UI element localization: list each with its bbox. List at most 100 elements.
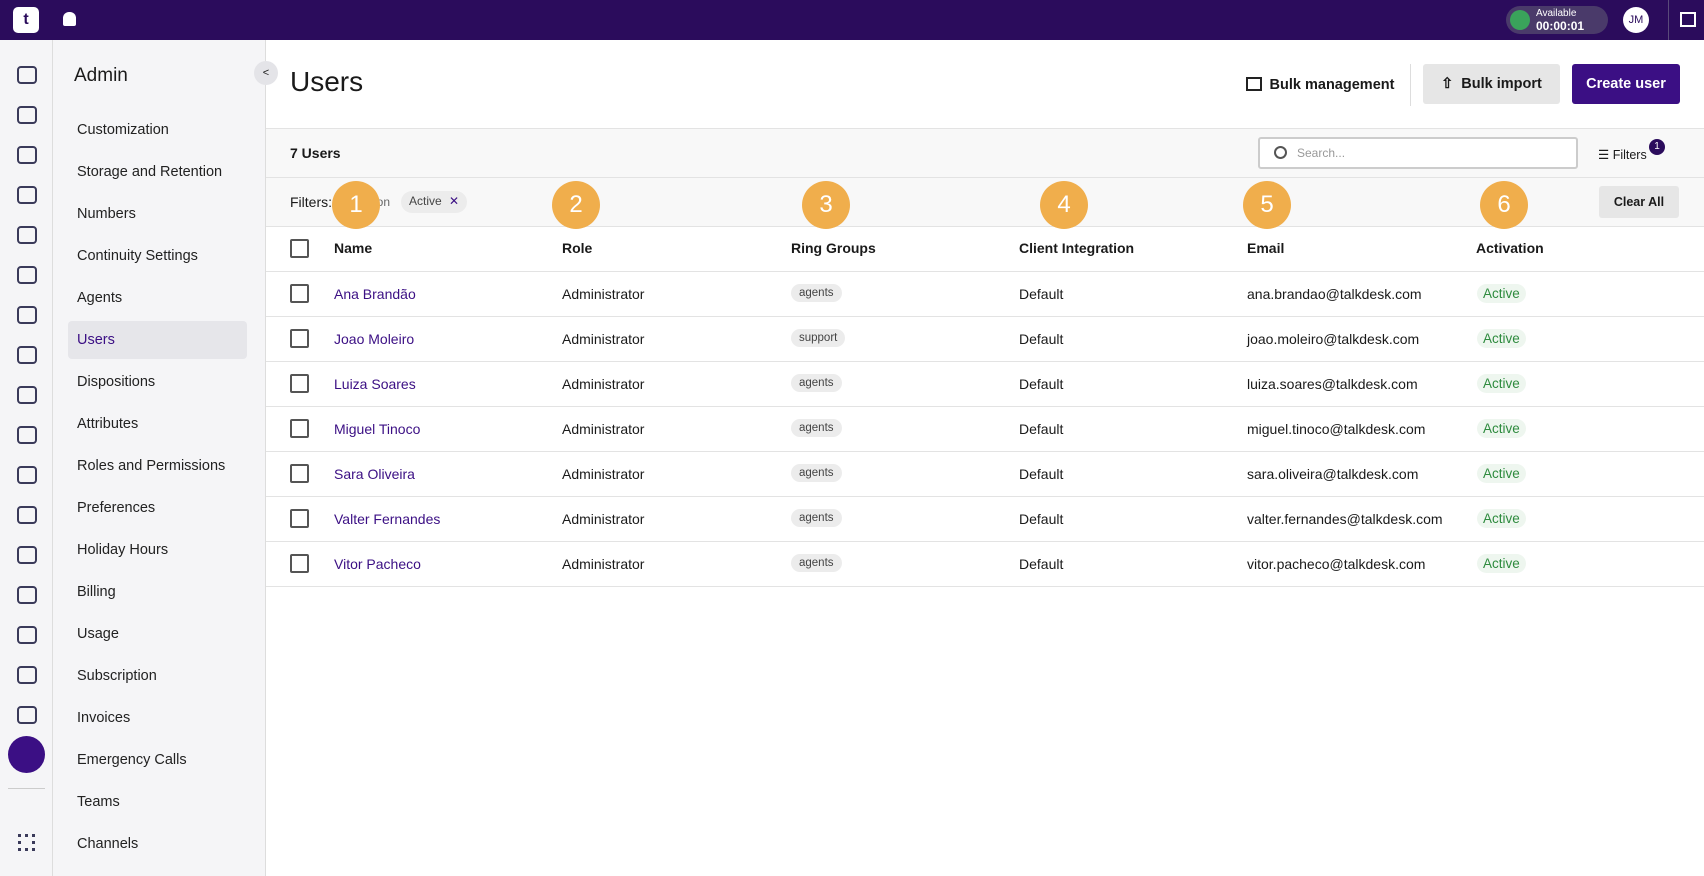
ring-group: agents [791, 284, 842, 302]
sidebar-item[interactable]: Usage [77, 626, 119, 642]
column-header[interactable]: Client Integration [1019, 240, 1135, 256]
nav-icon[interactable] [17, 186, 37, 204]
cell: sara.oliveira@talkdesk.com [1247, 466, 1419, 482]
filters-badge: 1 [1649, 139, 1665, 155]
clear-all[interactable]: Clear All [1599, 186, 1679, 218]
avatar[interactable]: JM [1623, 7, 1649, 33]
row-divider [266, 541, 1704, 542]
cell: Administrator [562, 376, 645, 392]
row-checkbox[interactable] [290, 509, 309, 528]
nav-icon[interactable] [17, 266, 37, 284]
label: Active [409, 194, 442, 208]
ring-group: agents [791, 419, 842, 437]
marker: 3 [802, 181, 850, 229]
sidebar-item[interactable]: Emergency Calls [77, 752, 187, 768]
label: Bulk import [1461, 76, 1542, 92]
sidebar-item[interactable]: Invoices [77, 710, 131, 726]
panel-toggle[interactable] [1680, 12, 1696, 27]
label: Bulk management [1269, 77, 1395, 93]
nav-icon[interactable] [17, 426, 37, 444]
ring-group: agents [791, 509, 842, 527]
select-all[interactable] [290, 239, 309, 258]
cell: Default [1019, 466, 1064, 482]
cell: miguel.tinoco@talkdesk.com [1247, 421, 1426, 437]
sidebar-item[interactable]: Users [68, 321, 247, 359]
sidebar-item[interactable]: Teams [77, 794, 120, 810]
filter-chip[interactable]: Active ✕ [401, 191, 468, 213]
activation: Active [1477, 464, 1526, 483]
nav-icon[interactable] [17, 226, 37, 244]
nav-icon[interactable] [17, 666, 37, 684]
sidebar-item[interactable]: Holiday Hours [77, 542, 169, 558]
user-name[interactable]: Valter Fernandes [334, 511, 441, 527]
row-checkbox[interactable] [290, 419, 309, 438]
nav-icon[interactable] [17, 66, 37, 84]
activation: Active [1477, 554, 1526, 573]
cell: Administrator [562, 286, 645, 302]
ring-group: support [791, 329, 846, 347]
column-header[interactable]: Activation [1476, 240, 1544, 256]
sidebar-item[interactable]: Numbers [77, 206, 136, 222]
marker: 6 [1480, 181, 1528, 229]
filters-button[interactable]: ☰ Filters [1598, 148, 1647, 162]
nav-icon[interactable] [17, 346, 37, 364]
logo[interactable]: t [13, 7, 39, 33]
cell: Administrator [562, 421, 645, 437]
row-checkbox[interactable] [290, 284, 309, 303]
nav-icon[interactable] [17, 586, 37, 604]
nav-icon[interactable] [17, 386, 37, 404]
user-name[interactable]: Miguel Tinoco [334, 421, 421, 437]
collapse[interactable]: < [254, 61, 278, 85]
notifications[interactable] [63, 12, 76, 26]
nav-icon[interactable] [17, 306, 37, 324]
divider [8, 788, 45, 789]
timer: 00:00:01 [1536, 19, 1585, 33]
sidebar-item[interactable]: Billing [77, 584, 116, 600]
nav-icon[interactable] [17, 466, 37, 484]
row-checkbox[interactable] [290, 329, 309, 348]
sidebar-item[interactable]: Customization [77, 122, 169, 138]
sidebar-item[interactable]: Dispositions [77, 374, 156, 390]
placeholder: Search... [1297, 146, 1346, 160]
column-header[interactable]: Ring Groups [791, 240, 876, 256]
column-header[interactable]: Role [562, 240, 593, 256]
sidebar-item[interactable]: Continuity Settings [77, 248, 198, 264]
row-checkbox[interactable] [290, 554, 309, 573]
user-name[interactable]: Vitor Pacheco [334, 556, 421, 572]
app-grid[interactable] [18, 834, 35, 851]
nav-icon[interactable] [17, 106, 37, 124]
activation: Active [1477, 509, 1526, 528]
sidebar-item[interactable]: Subscription [77, 668, 157, 684]
row-checkbox[interactable] [290, 464, 309, 483]
search[interactable]: Search... [1258, 137, 1578, 169]
nav-icon[interactable] [17, 706, 37, 724]
create-user[interactable]: Create user [1572, 64, 1680, 104]
sidebar-item[interactable]: Storage and Retention [77, 164, 223, 180]
bulk-management[interactable]: Bulk management [1240, 65, 1400, 105]
marker: 4 [1040, 181, 1088, 229]
row-divider [266, 586, 1704, 587]
row-checkbox[interactable] [290, 374, 309, 393]
cell: Administrator [562, 556, 645, 572]
user-name[interactable]: Joao Moleiro [334, 331, 415, 347]
column-header[interactable]: Name [334, 240, 373, 256]
status-toggle[interactable]: Available 00:00:01 [1506, 6, 1608, 34]
column-header[interactable]: Email [1247, 240, 1285, 256]
user-name[interactable]: Ana Brandão [334, 286, 416, 302]
sidebar-item[interactable]: Attributes [77, 416, 139, 432]
more-apps[interactable] [8, 736, 45, 773]
activation: Active [1477, 419, 1526, 438]
nav-icon[interactable] [17, 546, 37, 564]
sidebar-item[interactable]: Channels [77, 836, 139, 852]
nav-icon[interactable] [17, 146, 37, 164]
sidebar-item[interactable]: Agents [77, 290, 123, 306]
user-name[interactable]: Luiza Soares [334, 376, 416, 392]
user-name[interactable]: Sara Oliveira [334, 466, 415, 482]
sidebar-item[interactable]: Preferences [77, 500, 156, 516]
status: Available [1536, 8, 1577, 19]
bulk-import[interactable]: ⇧ Bulk import [1423, 64, 1560, 104]
label: Filters [1612, 148, 1647, 162]
nav-icon[interactable] [17, 626, 37, 644]
nav-icon[interactable] [17, 506, 37, 524]
sidebar-item[interactable]: Roles and Permissions [77, 458, 226, 474]
